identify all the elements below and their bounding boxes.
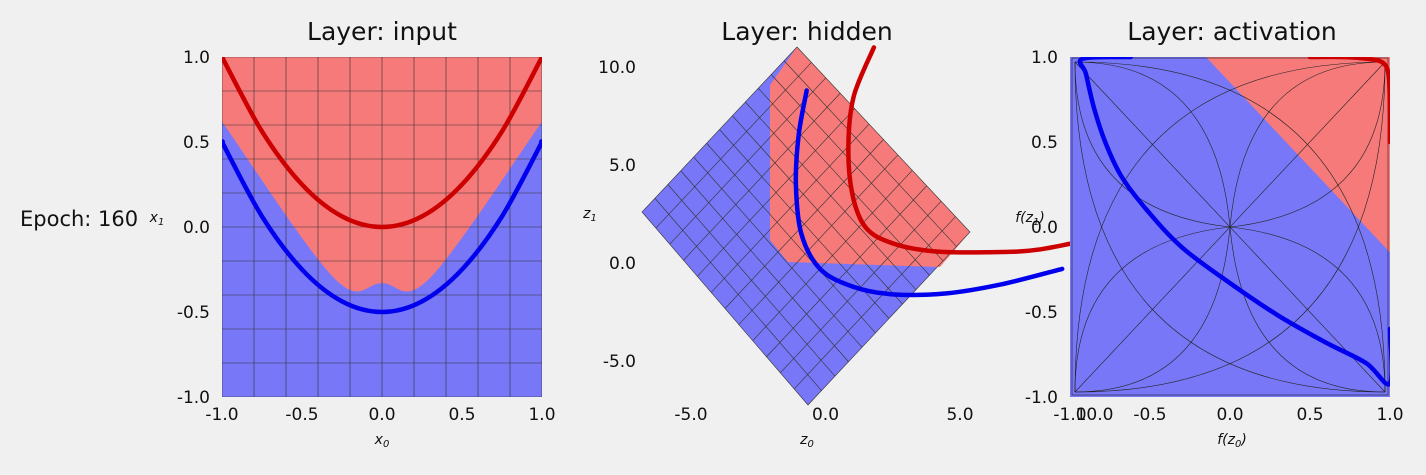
- x-tick-label: -0.5: [285, 405, 318, 425]
- panel-activation-ylabel: f(z1): [1015, 210, 1045, 228]
- panel-hidden-yticks: -5.0 0.0 5.0 10.0: [598, 58, 636, 372]
- x-tick-label: -5.0: [674, 405, 707, 425]
- y-tick-label: 0.0: [609, 254, 636, 274]
- series-line-red: [1307, 57, 1390, 145]
- x-tick-label: 5.0: [946, 405, 973, 425]
- warped-grid-line: [793, 216, 956, 390]
- x-tick-label: -1.0: [205, 405, 238, 425]
- panel-activation-yticks: -1.0 -0.5 0.0 0.5 1.0: [1025, 48, 1058, 408]
- y-tick-label: -1.0: [177, 388, 210, 408]
- panel-activation-warped-grid: [1071, 57, 1389, 396]
- x-tick-label: 0.0: [812, 405, 839, 425]
- panel-input-xlabel: x0: [374, 432, 390, 450]
- series-line-blue: [222, 139, 542, 315]
- panel-hidden-series: [793, 45, 1119, 298]
- panel-input-ylabel: x1: [149, 210, 165, 228]
- series-endpoint: [222, 139, 225, 145]
- x-tick-label: 10.0: [1076, 405, 1114, 425]
- x-tick-label: 0.5: [1296, 405, 1323, 425]
- panel-activation-xlabel: f(z0): [1217, 432, 1247, 450]
- y-tick-label: 0.5: [183, 133, 210, 153]
- y-tick-label: -1.0: [1025, 388, 1058, 408]
- panel-hidden-ylabel: z1: [582, 206, 597, 224]
- series-line-red: [846, 45, 1119, 255]
- x-tick-label: 1.0: [528, 405, 555, 425]
- x-tick-label: 0.0: [368, 405, 395, 425]
- x-tick-label: -0.5: [1133, 405, 1166, 425]
- x-tick-label: 0.5: [448, 405, 475, 425]
- series-endpoint: [222, 57, 225, 60]
- y-tick-label: 1.0: [1031, 48, 1058, 68]
- panel-input-title: Layer: input: [307, 17, 457, 46]
- panel-hidden-region-red: [770, 47, 970, 267]
- panel-activation-title: Layer: activation: [1127, 17, 1336, 46]
- y-tick-label: 10.0: [598, 58, 636, 78]
- y-tick-label: 1.0: [183, 48, 210, 68]
- x-tick-label: 0.0: [1216, 405, 1243, 425]
- panel-hidden-grid: [654, 60, 957, 391]
- y-tick-label: -0.5: [177, 303, 210, 323]
- warped-grid-line: [783, 60, 957, 247]
- y-tick-label: -5.0: [603, 352, 636, 372]
- epoch-label: Epoch: 160: [20, 207, 138, 231]
- panel-hidden-outline: [641, 46, 971, 406]
- series-endpoint: [539, 57, 542, 60]
- panel-input-grid: [222, 57, 542, 397]
- panel-input-region-blue: [222, 121, 542, 397]
- y-tick-label: -0.5: [1025, 303, 1058, 323]
- panel-input: Layer: input -1.0 -0.5 0.0 0.5 1.0 -1.0 -0.5 0…: [149, 17, 556, 450]
- panel-hidden-xlabel: z0: [799, 432, 814, 450]
- series-line-blue: [1077, 57, 1390, 387]
- series-line-blue: [793, 88, 1065, 298]
- panel-hidden: Layer: hidden -5.0 0.0 5.0 10.0 -5.0 0.0 5.0 1…: [582, 17, 1119, 450]
- series-endpoint: [539, 139, 542, 145]
- panel-hidden-title: Layer: hidden: [721, 17, 892, 46]
- y-tick-label: 5.0: [609, 156, 636, 176]
- panel-input-xticks: -1.0 -0.5 0.0 0.5 1.0: [205, 405, 555, 425]
- x-tick-label: 1.0: [1376, 405, 1403, 425]
- y-tick-label: 0.0: [183, 218, 210, 238]
- y-tick-label: 0.5: [1031, 133, 1058, 153]
- panel-input-series: [222, 57, 542, 315]
- series-line-red: [222, 57, 542, 230]
- panel-activation: Layer: activation -1.0 -0.5 0.0 0.5 1.0 -1.0…: [1015, 17, 1403, 450]
- panel-activation-series: [1077, 57, 1390, 387]
- panel-activation-xticks: -1.0 -0.5 0.0 0.5 1.0: [1053, 405, 1403, 425]
- panel-hidden-xticks: -5.0 0.0 5.0 10.0: [674, 405, 1113, 425]
- y-tick-label: 0.0: [1031, 218, 1058, 238]
- panel-input-yticks: -1.0 -0.5 0.0 0.5 1.0: [177, 48, 210, 408]
- x-tick-label: -1.0: [1053, 405, 1086, 425]
